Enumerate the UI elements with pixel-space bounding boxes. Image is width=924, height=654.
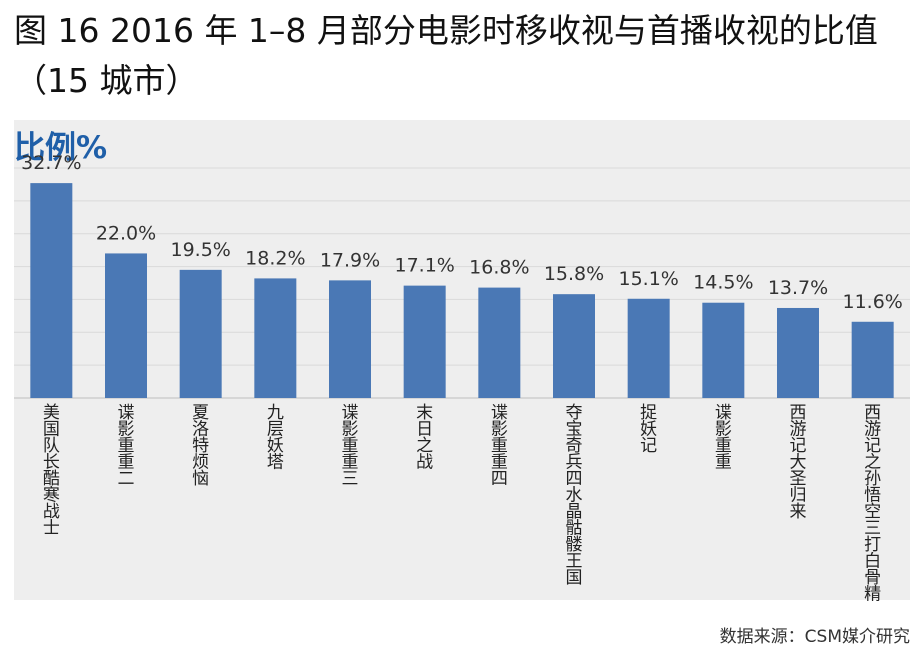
data-label: 14.5% xyxy=(693,272,753,294)
category-label: 谍影重重四 xyxy=(491,403,508,489)
bar xyxy=(403,285,446,398)
data-label: 17.1% xyxy=(394,255,454,277)
data-label: 13.7% xyxy=(768,277,828,299)
bar xyxy=(627,298,670,398)
bar xyxy=(30,183,73,398)
bar xyxy=(179,269,222,398)
category-label: 西游记之孙悟空三打白骨精 xyxy=(864,403,881,605)
bar xyxy=(553,294,595,398)
figure-title: 图 16 2016 年 1–8 月部分电影时移收视与首播收视的比值（15 城市） xyxy=(14,11,878,100)
category-label: 夏洛特烦恼 xyxy=(192,403,209,489)
category-label: 谍影重重 xyxy=(715,403,732,473)
data-label: 16.8% xyxy=(469,257,529,279)
bar xyxy=(105,253,147,398)
data-label: 17.9% xyxy=(320,249,380,271)
chart-panel xyxy=(14,120,910,600)
category-label: 谍影重重二 xyxy=(118,403,135,489)
category-label: 九层妖塔 xyxy=(267,403,284,473)
category-label: 夺宝奇兵四水晶骷髅王国 xyxy=(566,403,583,588)
category-label: 西游记大圣归来 xyxy=(790,403,807,522)
category-label: 谍影重重三 xyxy=(342,403,359,489)
bar xyxy=(329,280,371,398)
data-label: 18.2% xyxy=(245,247,305,269)
data-label: 19.5% xyxy=(170,239,230,261)
data-label: 22.0% xyxy=(96,222,156,244)
y-axis-label: 比例% xyxy=(14,130,108,166)
category-label: 美国队长酷寒战士 xyxy=(43,403,60,539)
bar xyxy=(777,307,819,398)
bar xyxy=(851,321,894,398)
data-label: 32.7% xyxy=(21,152,81,174)
data-label: 11.6% xyxy=(842,291,902,313)
bar xyxy=(254,278,297,398)
source-note: 数据来源：CSM媒介研究 xyxy=(719,627,910,647)
bar xyxy=(478,287,521,398)
data-label: 15.8% xyxy=(544,263,604,285)
category-label: 末日之战 xyxy=(416,403,433,473)
category-label: 捉妖记 xyxy=(640,403,657,456)
data-label: 15.1% xyxy=(618,268,678,290)
bar xyxy=(702,302,745,398)
